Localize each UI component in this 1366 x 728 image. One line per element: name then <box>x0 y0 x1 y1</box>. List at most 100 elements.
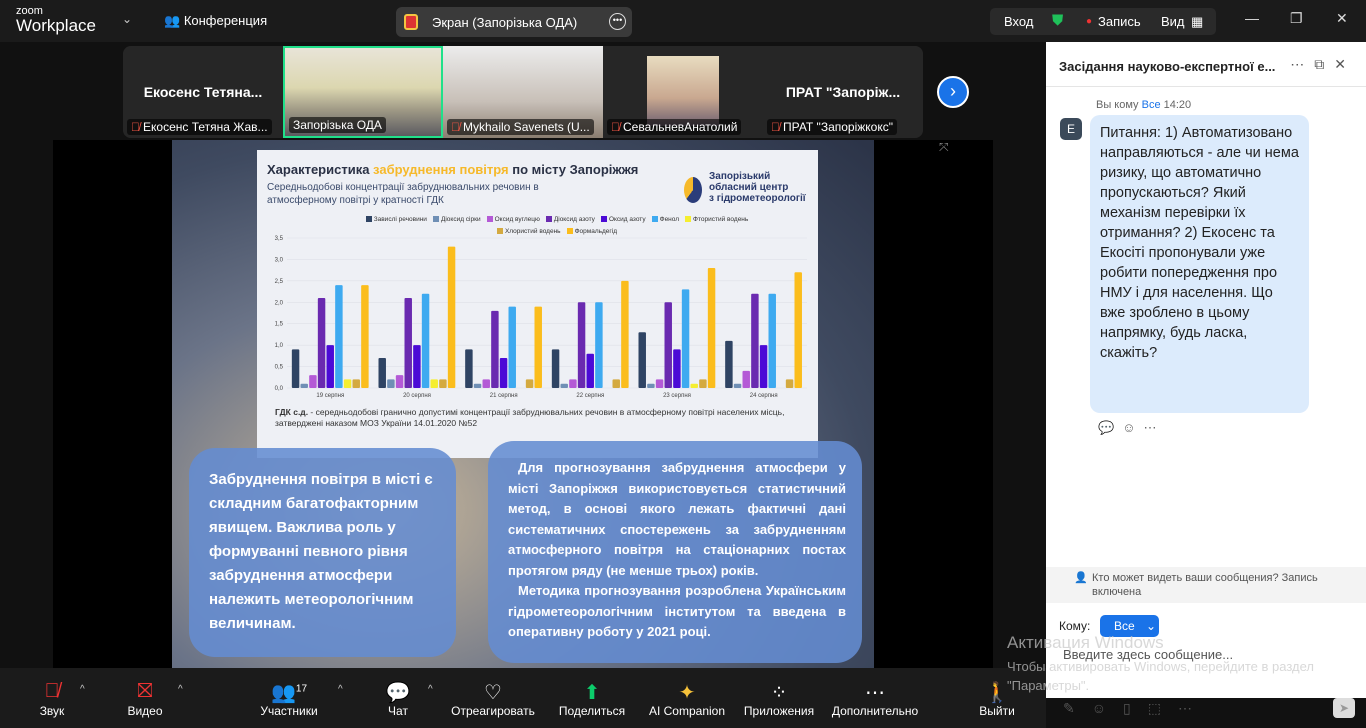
chevron-down-icon: ⌄ <box>1146 619 1157 633</box>
mic-muted-icon: 🎙̸ <box>611 120 620 134</box>
chevron-up-icon[interactable]: ^ <box>428 684 433 695</box>
title-part: по місту Запоріжжя <box>508 162 639 177</box>
chart-title: Характеристика забруднення повітря по мі… <box>267 162 638 177</box>
shared-screen: Характеристика забруднення повітря по мі… <box>53 140 993 668</box>
share-up-icon: ⬆ <box>583 682 601 704</box>
chat-button[interactable]: 💬 Чат <box>348 680 448 718</box>
legend-swatch <box>486 216 493 223</box>
grid-icon[interactable]: ▦ <box>1191 14 1204 29</box>
participant-tile[interactable]: ПРАТ "Запоріж... 🎙̸ ПРАТ "Запоріжкокс" <box>763 46 923 138</box>
bar <box>430 379 438 388</box>
participant-tile[interactable]: 🎙̸ Mykhailo Savenets (U... <box>443 46 603 138</box>
share-indicator[interactable]: Экран (Запорізька ОДА) ••• <box>396 7 632 37</box>
privacy-info[interactable]: 👤 Кто может видеть ваши сообщения? Запись… <box>1046 567 1366 603</box>
note-text: - середньодобові гранично допустимі конц… <box>275 407 785 428</box>
brand: Workplace <box>16 16 96 35</box>
record-status[interactable]: Запись <box>1098 14 1141 29</box>
participant-name: СевальневАнатолий <box>623 120 738 134</box>
participant-name: Запорізька ОДА <box>289 117 386 133</box>
chevron-up-icon[interactable]: ^ <box>178 684 183 695</box>
legend-swatch <box>496 228 503 235</box>
bar <box>655 379 664 388</box>
chevron-down-icon[interactable]: ⌄ <box>122 12 133 26</box>
file-icon[interactable]: ▯ <box>1123 700 1148 716</box>
participant-strip: Екосенс Тетяна... 🎙̸ Екосенс Тетяна Жав...… <box>123 46 923 138</box>
meeting-info[interactable]: 👥 Конференция <box>164 13 267 29</box>
bar <box>733 383 742 388</box>
divider <box>1046 86 1366 87</box>
bar <box>482 379 490 388</box>
legend-label: Оксид вуглецю <box>494 216 540 223</box>
participant-tile-active[interactable]: Запорізька ОДА <box>283 46 443 138</box>
text-box-left: Забруднення повітря в місті є складним б… <box>189 448 456 657</box>
bar <box>647 383 655 388</box>
close-icon[interactable]: ✕ <box>1336 10 1348 26</box>
legend-item: Фенол <box>651 216 679 223</box>
mic-muted-icon: 🎙̸ <box>771 120 780 134</box>
screenshot-icon[interactable]: ⬚ <box>1147 700 1178 716</box>
minimize-icon[interactable]: — <box>1245 10 1259 26</box>
chevron-up-icon[interactable]: ^ <box>338 684 343 695</box>
bar <box>317 298 326 388</box>
meeting-label: Конференция <box>183 13 268 28</box>
org-line: Запорізький <box>709 171 771 182</box>
signin-button[interactable]: Вход <box>1004 14 1034 29</box>
close-icon[interactable]: ✕ <box>1334 56 1356 72</box>
bar <box>361 285 369 388</box>
recipient-select[interactable]: Все ⌄ <box>1100 615 1159 637</box>
participants-count: 17 <box>295 683 308 695</box>
bar <box>577 302 586 388</box>
more-icon[interactable]: ••• <box>609 13 626 30</box>
bar <box>785 379 794 388</box>
chat-message[interactable]: Питання: 1) Автоматизовано направляються… <box>1090 115 1309 413</box>
participant-tile[interactable]: 🎙̸ СевальневАнатолий <box>603 46 763 138</box>
chart-subtitle: Середньодобові концентрації забруднюваль… <box>267 182 539 206</box>
legend-swatch <box>651 216 658 223</box>
expand-icon[interactable]: ⤧ <box>939 140 949 154</box>
bar <box>378 358 386 388</box>
recipient-value: Все <box>1114 619 1135 633</box>
chevron-up-icon[interactable]: ^ <box>80 684 85 695</box>
popout-icon[interactable]: ⧉ <box>1314 56 1335 72</box>
y-tick-label: 0,0 <box>275 386 284 392</box>
bar <box>326 345 334 388</box>
title-highlight: забруднення повітря <box>373 162 509 177</box>
reply-icon[interactable]: 💬 <box>1098 420 1123 435</box>
ai-companion-button[interactable]: ✦ AI Companion <box>637 680 737 718</box>
send-button[interactable]: ➤ <box>1333 698 1355 718</box>
bar <box>595 302 603 388</box>
share-button[interactable]: ⬆ Поделиться <box>542 680 642 718</box>
bar <box>300 383 308 388</box>
message-input[interactable]: Введите здесь сообщение... <box>1063 647 1234 662</box>
bar <box>447 246 456 388</box>
participants-button[interactable]: 👥17 Участники <box>239 680 339 718</box>
legend-item: Діоксид азоту <box>545 216 595 223</box>
emoji-icon[interactable]: ☺ <box>1122 420 1144 435</box>
legend-item: Завислі речовини <box>365 216 427 223</box>
legend-item: Діоксид сірки <box>432 216 481 223</box>
org-line: обласний центр <box>709 182 789 193</box>
bar <box>352 379 360 388</box>
top-controls: Вход ⛊ ● Запись Вид ▦ <box>990 8 1216 35</box>
maximize-icon[interactable]: ❐ <box>1290 10 1303 26</box>
leave-button[interactable]: 🚶 Выйти <box>947 680 1047 718</box>
emoji-icon[interactable]: ☺ <box>1091 700 1124 716</box>
bar <box>725 340 733 388</box>
apps-button[interactable]: ⁘ Приложения <box>729 680 829 718</box>
more-icon[interactable]: ⋯ <box>1290 56 1315 72</box>
shield-check-icon[interactable]: ⛊ <box>1052 12 1064 29</box>
chart-note: ГДК с.д. - середньодобові гранично допус… <box>275 407 805 429</box>
bar <box>768 293 776 388</box>
more-icon[interactable]: ⋯ <box>1177 700 1209 716</box>
next-page-button[interactable]: › <box>937 76 969 108</box>
more-button[interactable]: ⋯ Дополнительно <box>825 680 925 718</box>
react-button[interactable]: ♡ Отреагировать <box>443 680 543 718</box>
audio-button[interactable]: 🎙̸ Звук <box>2 680 102 718</box>
more-icon[interactable]: ⋯ <box>1143 420 1165 435</box>
mic-muted-icon: 🎙̸ <box>131 120 140 134</box>
video-button[interactable]: ⛝ Видео <box>95 680 195 718</box>
format-icon[interactable]: ✎ <box>1063 700 1092 716</box>
view-button[interactable]: Вид <box>1161 14 1185 29</box>
legend-swatch <box>545 216 552 223</box>
participant-tile[interactable]: Екосенс Тетяна... 🎙̸ Екосенс Тетяна Жав... <box>123 46 283 138</box>
